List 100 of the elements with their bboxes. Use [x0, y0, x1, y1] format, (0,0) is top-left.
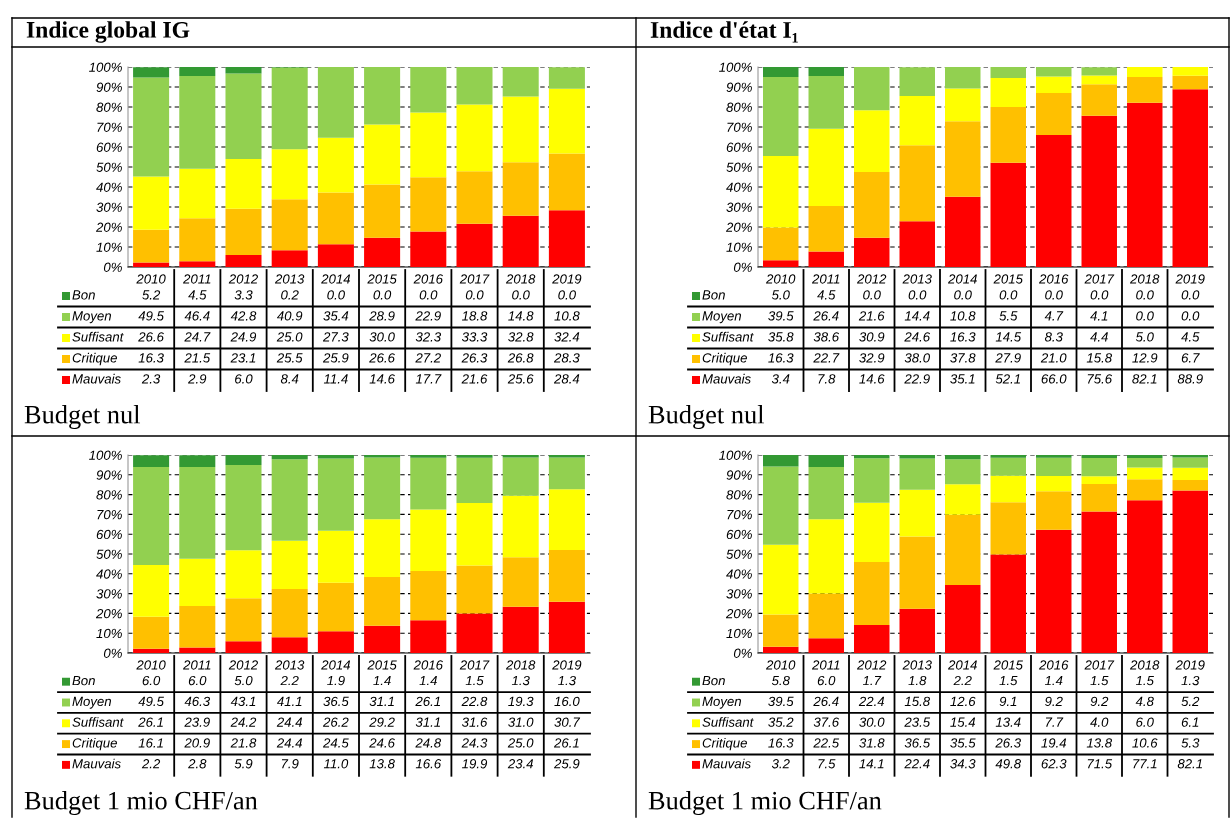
bar [271, 149, 308, 200]
bar [1172, 467, 1208, 480]
data-label: 5.0 [771, 290, 790, 300]
y-tick-label: 40% [96, 569, 122, 579]
bar [548, 88, 585, 154]
data-label: 7.9 [281, 759, 299, 769]
data-label: 4.8 [1135, 696, 1154, 707]
bar [1081, 476, 1117, 485]
legend-label: Mauvais [702, 758, 751, 769]
data-label: 5.8 [771, 675, 790, 686]
bar [317, 455, 354, 459]
y-tick-label: 50% [96, 162, 122, 172]
bar [225, 73, 262, 159]
data-label: 8.3 [1044, 332, 1063, 342]
legend-label: Mauvais [72, 758, 121, 769]
legend-label: Moyen [702, 696, 741, 709]
data-label: 25.0 [507, 738, 534, 748]
bar [854, 110, 890, 172]
data-label: 19.9 [462, 759, 488, 769]
data-label: 16.0 [554, 696, 580, 707]
x-tick-label: 2011 [811, 660, 840, 670]
bar [854, 172, 890, 238]
data-label: 0.0 [954, 290, 972, 300]
legend-label: Bon [702, 676, 725, 686]
y-tick-label: 0% [103, 262, 122, 272]
data-label: 26.1 [553, 738, 579, 748]
bar [179, 261, 216, 267]
bar [317, 631, 354, 653]
data-label: 37.8 [950, 353, 976, 363]
bar [271, 589, 308, 638]
bar [133, 648, 170, 653]
bar [548, 455, 585, 458]
bar [456, 455, 493, 458]
data-label: 33.3 [461, 332, 488, 342]
legend-label: Suffisant [702, 717, 754, 727]
x-tick-label: 2013 [274, 660, 305, 670]
data-label: 38.6 [813, 332, 840, 342]
data-label: 6.1 [1181, 717, 1199, 727]
bar [225, 159, 262, 209]
bar [763, 67, 799, 77]
data-label: 1.7 [862, 676, 882, 686]
data-label: 24.4 [276, 717, 303, 727]
data-label: 46.3 [184, 696, 211, 707]
bar [179, 218, 216, 262]
y-tick-label: 10% [726, 628, 752, 639]
bar [945, 585, 981, 653]
y-tick-label: 40% [726, 569, 752, 579]
data-label: 8.4 [280, 374, 299, 384]
bar [133, 67, 170, 78]
data-label: 0.0 [512, 290, 530, 300]
data-label: 25.0 [276, 332, 303, 342]
bar [502, 457, 539, 496]
data-label: 24.9 [230, 332, 257, 342]
bar [899, 221, 935, 267]
bar [225, 550, 262, 599]
x-tick-label: 2012 [857, 660, 887, 670]
x-tick-label: 2014 [321, 660, 351, 670]
data-label: 88.9 [1177, 374, 1203, 384]
data-label: 25.6 [507, 374, 534, 384]
data-label: 1.8 [908, 675, 927, 686]
y-tick-label: 80% [726, 102, 752, 112]
bar [763, 614, 799, 647]
data-label: 25.9 [322, 353, 349, 363]
data-label: 0.2 [281, 290, 299, 300]
y-tick-label: 40% [726, 182, 752, 192]
bar [990, 502, 1026, 555]
bar [133, 262, 170, 267]
data-label: 20.9 [184, 738, 210, 748]
x-tick-label: 2010 [136, 660, 166, 670]
x-tick-label: 2016 [1039, 274, 1069, 284]
data-label: 24.6 [369, 738, 395, 748]
bar [990, 162, 1026, 267]
bar [990, 457, 1026, 476]
data-label: 4.1 [1090, 311, 1108, 321]
bar [854, 502, 890, 563]
data-label: 6.0 [817, 675, 836, 686]
bar [1172, 67, 1208, 76]
data-label: 26.1 [415, 696, 441, 707]
bar [133, 565, 170, 617]
y-tick-label: 0% [733, 262, 752, 272]
y-tick-label: 80% [96, 102, 122, 112]
data-label: 22.4 [904, 759, 930, 769]
bar [456, 502, 493, 566]
y-tick-label: 20% [95, 222, 122, 232]
bar [410, 571, 447, 621]
bar [225, 464, 262, 551]
y-tick-label: 30% [726, 202, 752, 212]
bar [1036, 457, 1072, 476]
data-label: 7.7 [1045, 717, 1064, 727]
bar [1036, 67, 1072, 77]
data-label: 16.3 [768, 353, 794, 363]
bar [133, 467, 170, 566]
data-label: 62.3 [1041, 759, 1067, 769]
bar [133, 77, 170, 177]
y-tick-label: 100% [89, 62, 122, 72]
y-tick-label: 90% [726, 82, 752, 92]
data-label: 26.1 [138, 717, 163, 727]
bar [133, 455, 170, 468]
data-label: 35.8 [768, 332, 794, 342]
x-tick-label: 2010 [136, 274, 166, 284]
